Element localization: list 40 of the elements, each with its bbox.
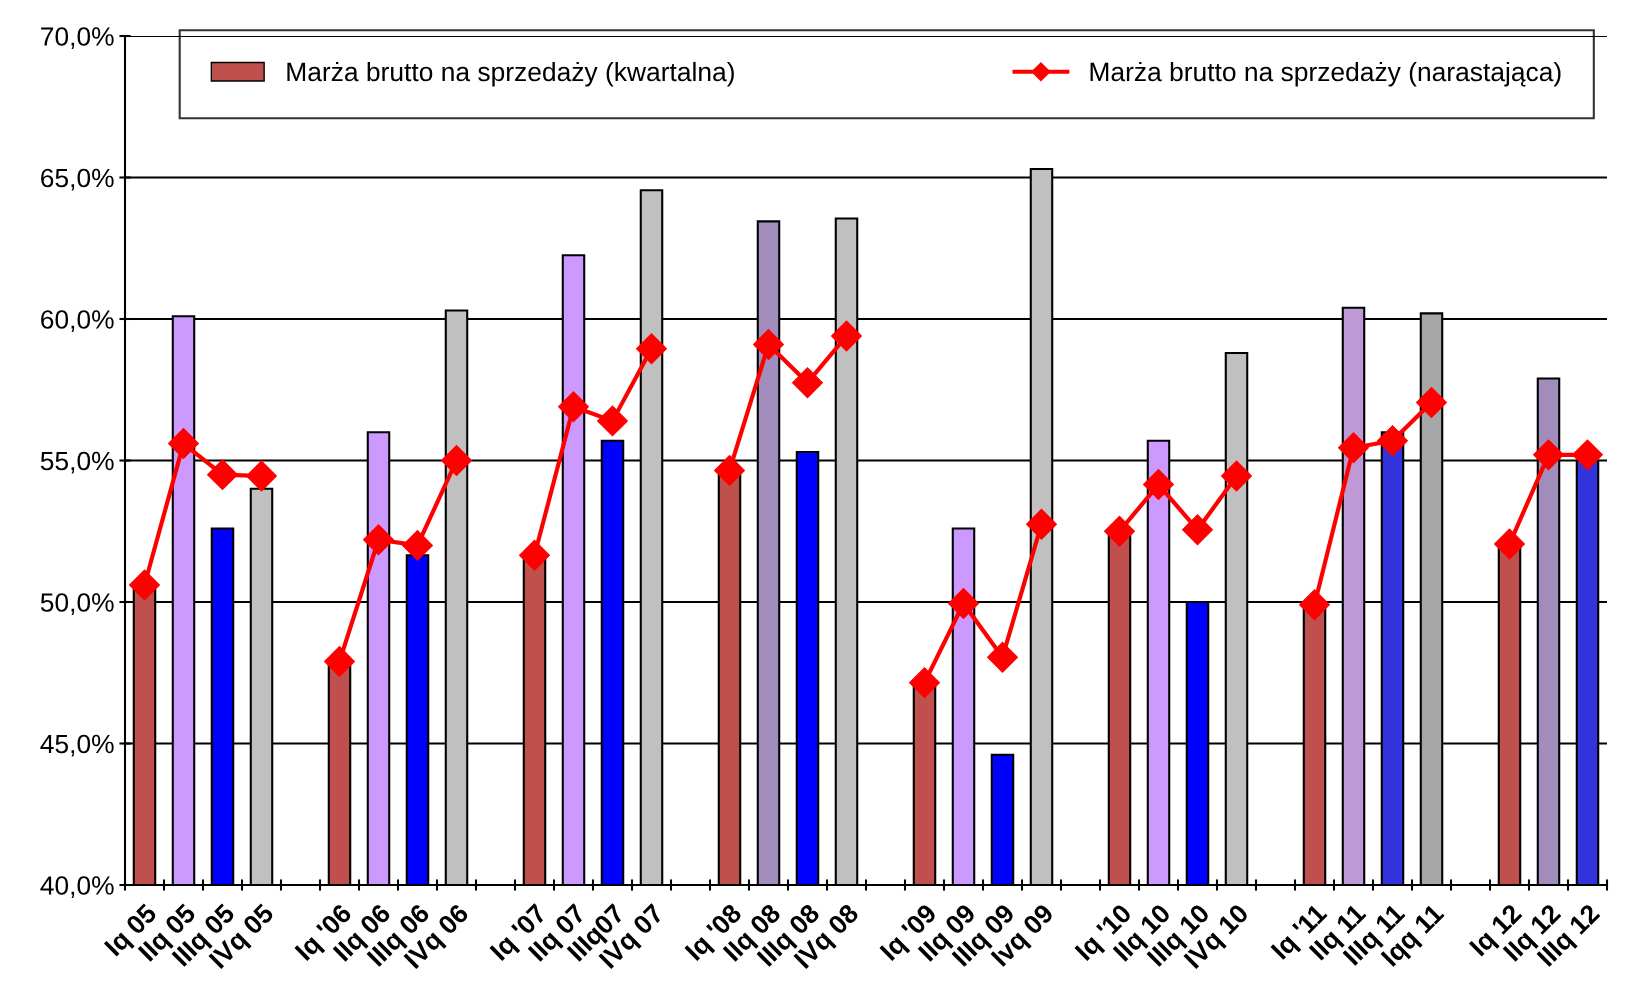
point: [831, 320, 862, 352]
y-tick-label: 45,0%: [40, 734, 114, 757]
point: [246, 460, 277, 492]
y-tick-label: 55,0%: [40, 451, 114, 474]
point: [1299, 589, 1330, 621]
point: [1572, 439, 1603, 471]
y-tick-label: 65,0%: [41, 168, 114, 191]
point: [909, 667, 940, 699]
point: [441, 445, 472, 476]
point: [1338, 432, 1369, 464]
legend-label: Marża brutto na sprzedaży (narastająca): [1090, 61, 1561, 87]
point: [1026, 508, 1057, 540]
point: [948, 587, 979, 619]
point: [1104, 515, 1135, 547]
point: [792, 367, 823, 399]
point: [1533, 439, 1564, 471]
point: [1377, 425, 1408, 457]
point: [636, 333, 667, 365]
point: [1221, 460, 1252, 492]
point: [207, 459, 238, 491]
point: [558, 391, 589, 423]
point: [987, 641, 1018, 673]
point: [1416, 387, 1447, 418]
point: [1182, 514, 1213, 546]
point: [1494, 528, 1525, 560]
point: [324, 646, 355, 677]
y-tick-label: 40,0%: [40, 876, 114, 898]
legend-label: Marża brutto na sprzedaży (kwartalna): [287, 61, 734, 87]
point: [168, 428, 199, 459]
y-tick-label: 70,0%: [41, 27, 114, 49]
point: [402, 529, 433, 561]
y-tick-label: 60,0%: [41, 310, 114, 332]
point: [597, 405, 628, 437]
point: [363, 524, 394, 556]
point: [1143, 469, 1174, 500]
y-tick-label: 50,0%: [40, 593, 114, 615]
point: [129, 569, 160, 601]
point: [753, 329, 784, 360]
point: [519, 539, 550, 571]
point: [714, 454, 745, 486]
